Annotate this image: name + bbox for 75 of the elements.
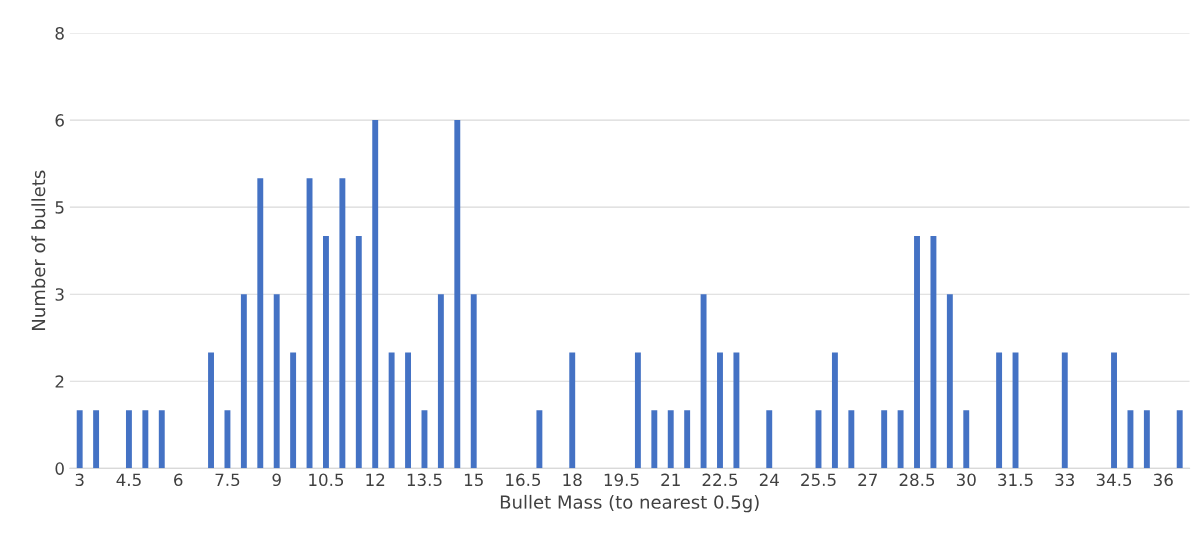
bar bbox=[1127, 410, 1134, 469]
x-tick-label: 28.5 bbox=[899, 473, 935, 487]
bar bbox=[323, 236, 329, 469]
y-tick-label: 6 bbox=[55, 114, 64, 127]
bar bbox=[454, 120, 461, 469]
bar bbox=[208, 352, 214, 469]
bar bbox=[388, 352, 395, 469]
bar bbox=[963, 410, 970, 469]
bar bbox=[437, 294, 444, 469]
bar bbox=[1143, 410, 1150, 469]
bar bbox=[651, 410, 658, 469]
y-tick-label: 3 bbox=[55, 288, 64, 301]
bar bbox=[684, 410, 691, 469]
bar bbox=[897, 410, 904, 469]
x-tick-label: 21 bbox=[661, 473, 680, 486]
x-tick-label: 19.5 bbox=[604, 473, 639, 487]
x-tick-label: 16.5 bbox=[506, 473, 541, 487]
bar bbox=[536, 410, 543, 469]
bar bbox=[634, 352, 641, 469]
bar bbox=[946, 294, 953, 469]
x-tick-label: 4.5 bbox=[116, 473, 141, 487]
y-tick-label: 0 bbox=[55, 462, 64, 475]
x-tick-label: 25.5 bbox=[801, 473, 836, 487]
y-axis-title: Number of bullets bbox=[31, 170, 46, 330]
bar bbox=[273, 294, 280, 469]
x-tick-label: 9 bbox=[272, 473, 281, 487]
bar bbox=[930, 236, 937, 469]
bar bbox=[125, 410, 132, 469]
bar bbox=[142, 410, 149, 469]
bar bbox=[914, 236, 920, 469]
bar bbox=[667, 410, 674, 469]
bar bbox=[470, 294, 477, 469]
bar bbox=[569, 352, 576, 469]
bar bbox=[355, 236, 362, 469]
bar bbox=[257, 178, 264, 469]
bar bbox=[848, 410, 855, 469]
x-tick-label: 6 bbox=[174, 473, 183, 487]
y-tick-label: 5 bbox=[55, 201, 64, 214]
x-tick-label: 15 bbox=[464, 473, 483, 487]
bar bbox=[76, 410, 83, 469]
bar bbox=[996, 352, 1003, 469]
x-tick-label: 30 bbox=[956, 473, 976, 487]
bar bbox=[733, 352, 740, 469]
x-tick-label: 31.5 bbox=[998, 473, 1033, 487]
bar bbox=[717, 352, 723, 469]
x-tick-label: 12 bbox=[366, 473, 385, 486]
y-tick-label: 2 bbox=[55, 375, 64, 388]
x-tick-label: 22.5 bbox=[702, 473, 738, 487]
bar bbox=[290, 352, 297, 469]
x-tick-label: 3 bbox=[75, 473, 84, 487]
bar bbox=[1176, 410, 1183, 469]
bar bbox=[93, 410, 100, 469]
bar bbox=[766, 410, 773, 469]
x-tick-label: 13.5 bbox=[407, 473, 442, 487]
x-tick-label: 18 bbox=[563, 473, 582, 487]
bar bbox=[831, 352, 838, 469]
bar bbox=[405, 352, 411, 469]
bar bbox=[240, 294, 247, 469]
x-tick-label: 27 bbox=[858, 473, 877, 486]
x-tick-label: 36 bbox=[1153, 473, 1173, 487]
bar bbox=[1111, 352, 1117, 469]
bar bbox=[700, 294, 707, 469]
y-tick-label: 8 bbox=[55, 27, 64, 40]
bar bbox=[372, 120, 379, 469]
x-tick-label: 7.5 bbox=[215, 473, 240, 487]
bar bbox=[224, 410, 231, 469]
x-tick-label: 33 bbox=[1055, 473, 1075, 487]
x-axis-title: Bullet Mass (to nearest 0.5g) bbox=[500, 494, 759, 513]
bar bbox=[158, 410, 165, 469]
bar bbox=[881, 410, 888, 469]
bar bbox=[339, 178, 346, 469]
x-tick-label: 34.5 bbox=[1096, 473, 1132, 487]
x-tick-label: 10.5 bbox=[309, 473, 344, 487]
x-tick-label: 24 bbox=[759, 473, 779, 486]
bar bbox=[1061, 352, 1068, 469]
